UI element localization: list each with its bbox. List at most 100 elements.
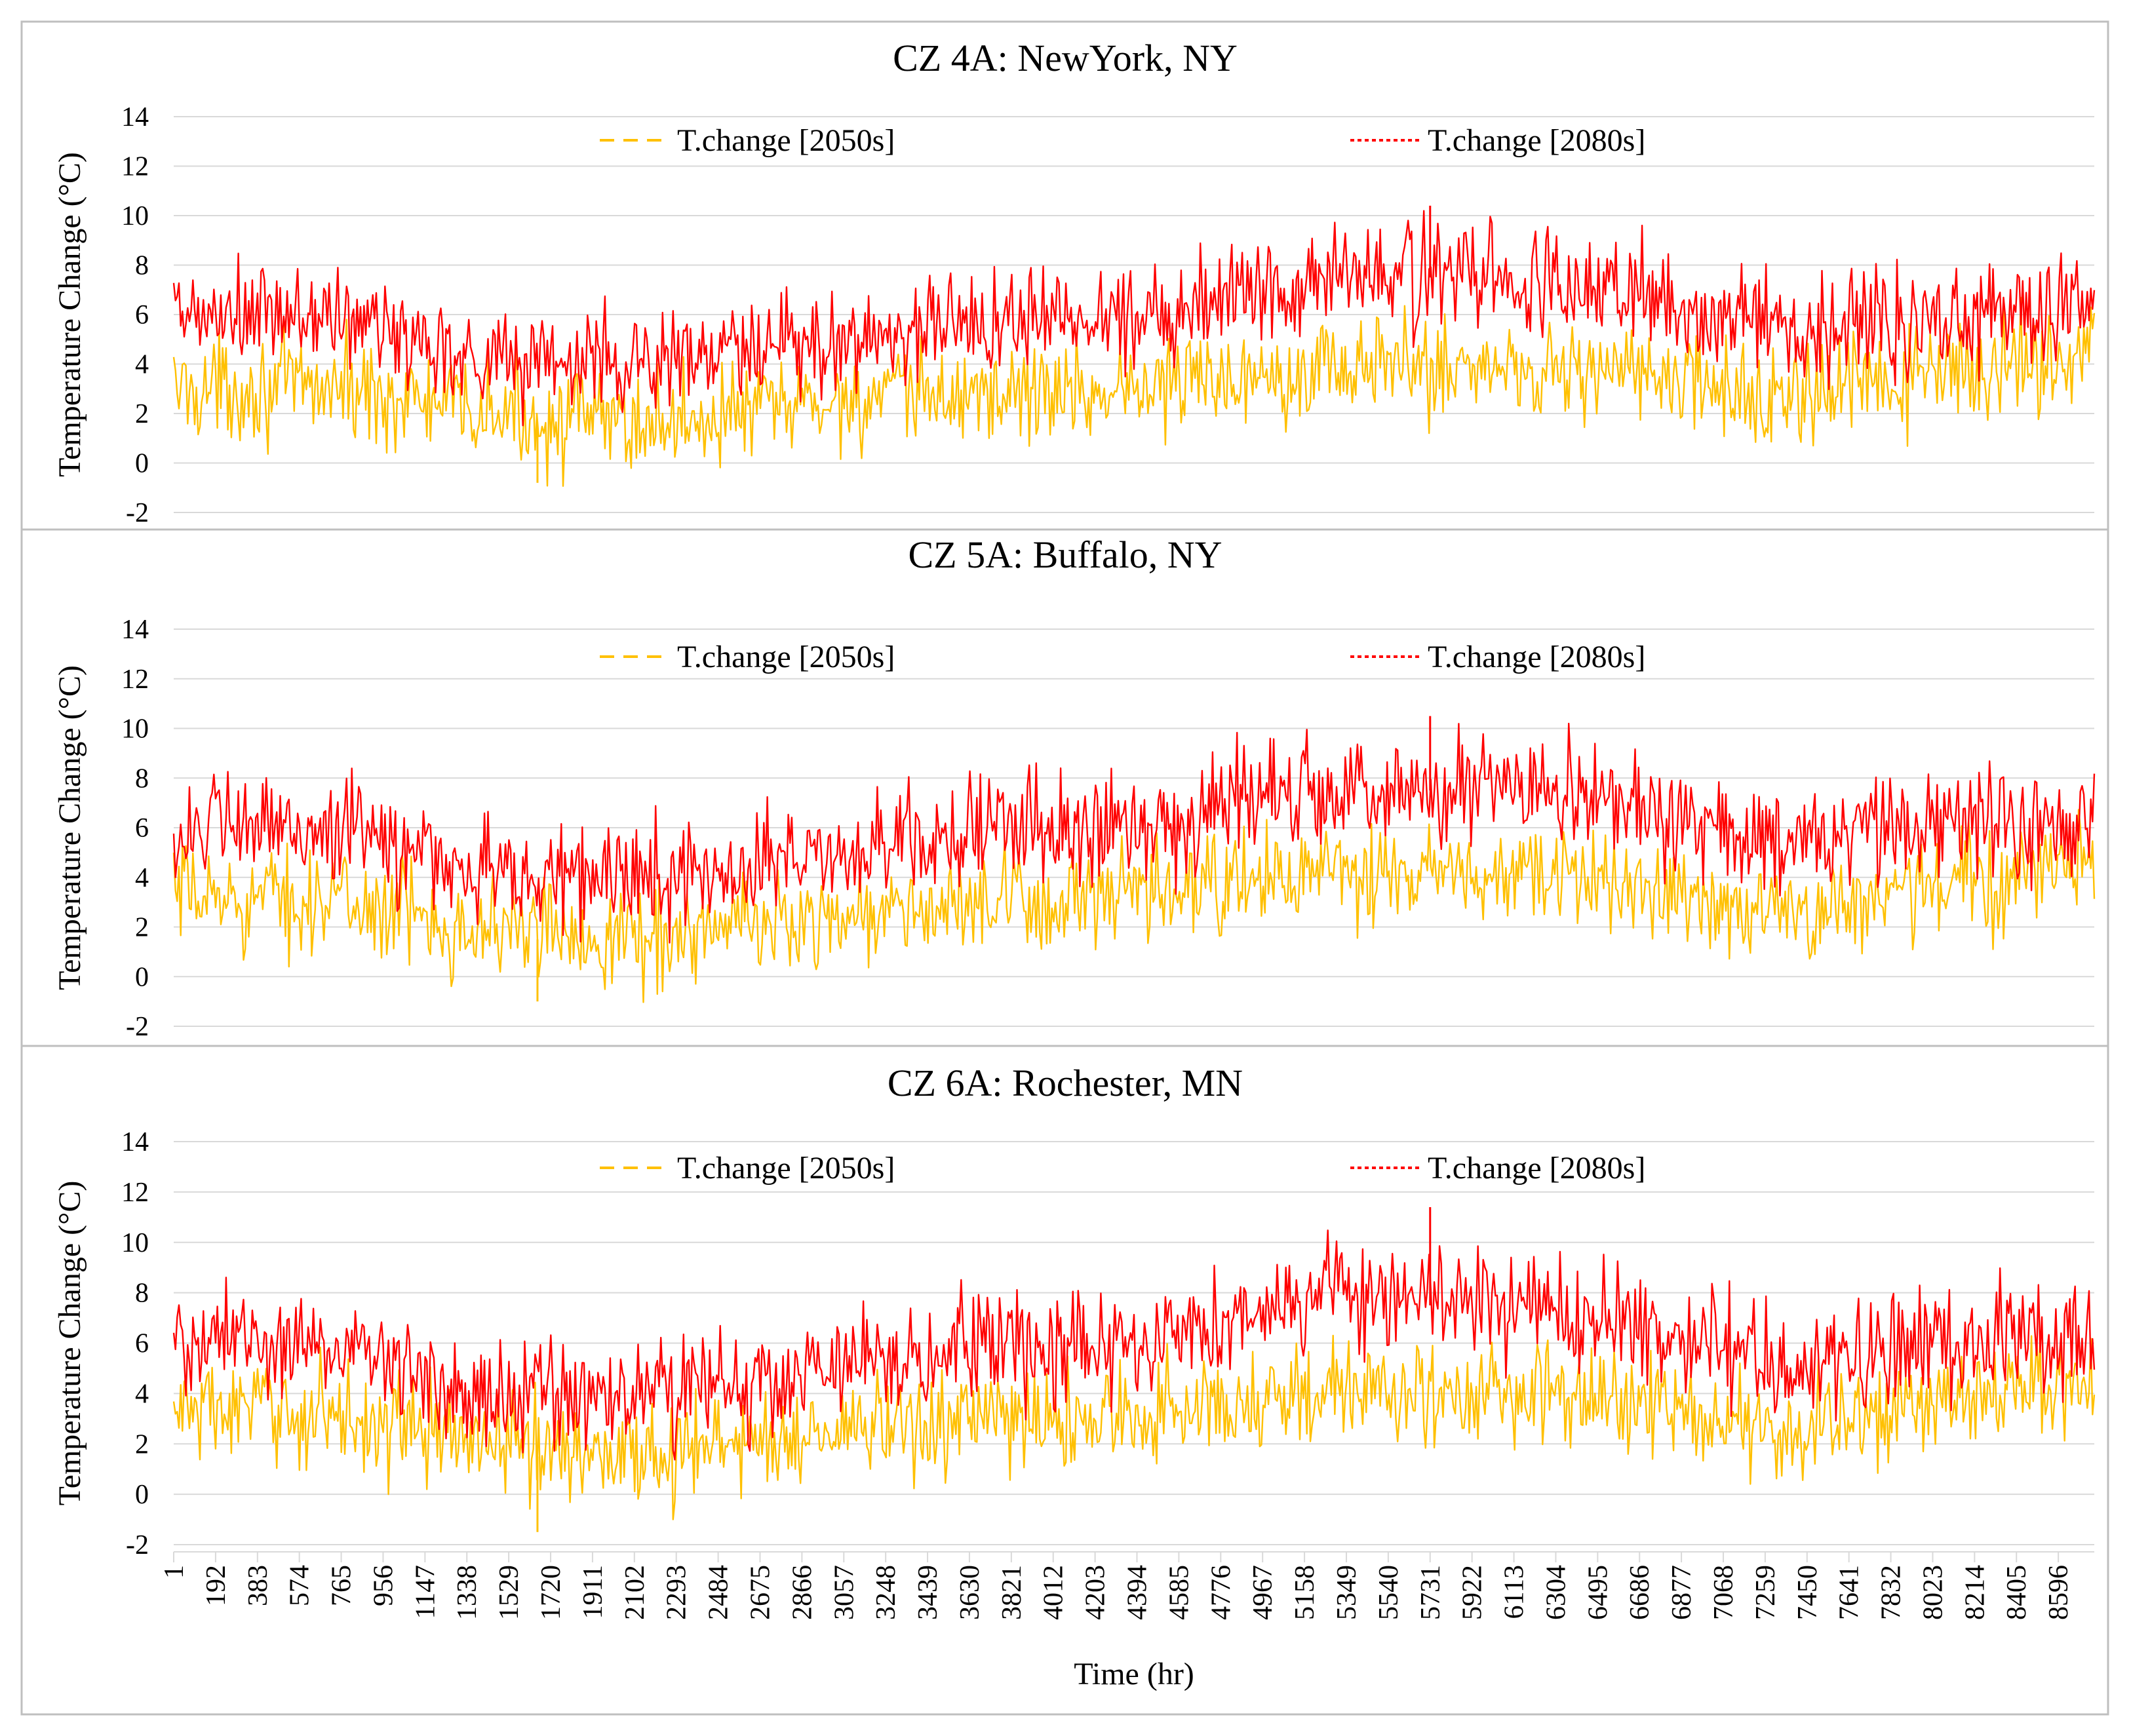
x-tick-label: 192 [201, 1565, 231, 1606]
x-tick-label: 4203 [1081, 1565, 1111, 1620]
x-tick-label: 7832 [1877, 1565, 1907, 1620]
x-tick-label: 6686 [1625, 1565, 1655, 1620]
x-tick-label: 4012 [1039, 1565, 1069, 1620]
legend-2080s-label: T.change [2080s] [1428, 123, 1645, 158]
series-2050s-line [172, 1334, 2096, 1520]
legend: T.change [2050s] T.change [2080s] [600, 123, 1645, 158]
x-tick-label: 1338 [452, 1565, 482, 1620]
y-tick-label: 6 [135, 813, 149, 843]
x-tick-label: 3439 [913, 1565, 943, 1620]
x-tick-label: 1147 [410, 1565, 440, 1619]
legend: T.change [2050s] T.change [2080s] [600, 1151, 1645, 1186]
x-tick-label: 1720 [536, 1565, 566, 1620]
x-tick-label: 956 [368, 1565, 399, 1606]
x-tick-label: 1 [159, 1565, 189, 1579]
x-tick-label: 383 [243, 1565, 273, 1606]
figure-frame [20, 20, 2109, 1716]
legend-2050s-label: T.change [2050s] [677, 123, 895, 158]
y-axis-label: Temperature Change (°C) [52, 152, 87, 477]
y-tick-label: -2 [126, 1530, 149, 1560]
x-tick-label: 5158 [1290, 1565, 1320, 1620]
panel-newyork: CZ 4A: NewYork, NY -2 0 2 4 6 8 10 12 14 Temperatu… [52, 37, 2096, 528]
y-tick-label: 0 [135, 1480, 149, 1510]
x-tick-label: 3248 [871, 1565, 901, 1620]
y-tick-label: 2 [135, 399, 149, 429]
y-tick-label: 4 [135, 863, 149, 893]
x-tick-label: 4967 [1248, 1565, 1278, 1620]
legend-2050s-label: T.change [2050s] [677, 1151, 895, 1186]
x-tick-label: 574 [285, 1565, 315, 1606]
y-axis-label: Temperature Change (°C) [52, 665, 87, 990]
x-tick-label: 8214 [1960, 1565, 1990, 1620]
series-2080s-line [172, 210, 2096, 427]
y-tick-label: 0 [135, 962, 149, 992]
chart-title: CZ 5A: Buffalo, NY [908, 533, 1222, 576]
y-tick-label: 10 [121, 714, 149, 744]
x-tick-label: 7641 [1835, 1565, 1865, 1620]
x-tick-label: 8023 [1918, 1565, 1948, 1620]
x-tick-label: 4394 [1123, 1565, 1153, 1620]
y-tick-label: 12 [121, 1178, 149, 1208]
y-tick-label: 6 [135, 1329, 149, 1359]
chart-title: CZ 6A: Rochester, MN [888, 1062, 1243, 1104]
legend-2080s-label: T.change [2080s] [1428, 1151, 1645, 1186]
x-tick-label: 6304 [1541, 1565, 1571, 1620]
x-tick-label: 2484 [704, 1565, 734, 1620]
y-tick-label: 2 [135, 913, 149, 943]
x-tick-label: 5922 [1458, 1565, 1488, 1620]
y-tick-label: 10 [121, 201, 149, 231]
x-tick-label: 3821 [997, 1565, 1027, 1620]
y-tick-label: -2 [126, 1012, 149, 1042]
chart-title: CZ 4A: NewYork, NY [893, 37, 1238, 79]
x-tick-label: 5731 [1416, 1565, 1446, 1620]
legend: T.change [2050s] T.change [2080s] [600, 640, 1645, 674]
y-tick-label: 0 [135, 449, 149, 479]
y-tick-label: 6 [135, 300, 149, 330]
x-tick-label: 8405 [2002, 1565, 2032, 1620]
x-tick-label: 8596 [2044, 1565, 2074, 1620]
x-tick-label: 6877 [1667, 1565, 1697, 1620]
x-tick-label: 1911 [578, 1565, 608, 1619]
y-tick-label: -2 [126, 498, 149, 528]
legend-2050s-label: T.change [2050s] [677, 640, 895, 674]
y-tick-label: 8 [135, 1279, 149, 1309]
x-tick-label: 2675 [745, 1565, 775, 1620]
y-tick-label: 12 [121, 665, 149, 695]
y-tick-label: 8 [135, 763, 149, 794]
series-2080s-line [172, 1229, 2096, 1461]
panel-rochester: CZ 6A: Rochester, MN -2 0 2 4 6 8 10 12 14 Tempera… [52, 1062, 2096, 1560]
x-tick-label: 2293 [662, 1565, 692, 1620]
x-tick-label: 6113 [1500, 1565, 1530, 1619]
x-tick-label: 6495 [1583, 1565, 1613, 1620]
panel-buffalo: CZ 5A: Buffalo, NY -2 0 2 4 6 8 10 12 14 Temperatu… [52, 533, 2096, 1042]
x-tick-label: 765 [327, 1565, 357, 1606]
y-tick-label: 14 [121, 615, 149, 645]
y-tick-label: 4 [135, 1379, 149, 1409]
y-tick-label: 2 [135, 1429, 149, 1459]
x-tick-label: 7068 [1709, 1565, 1739, 1620]
x-tick-label: 5540 [1374, 1565, 1404, 1620]
x-tick-label: 4776 [1206, 1565, 1236, 1620]
x-tick-label: 2866 [787, 1565, 817, 1620]
x-axis: 1 192 383 574 765 956 1147 1338 1529 1720 1911 2102… [159, 1551, 2094, 1620]
y-tick-label: 8 [135, 251, 149, 281]
x-tick-label: 3057 [829, 1565, 859, 1620]
x-tick-label: 7450 [1793, 1565, 1823, 1620]
y-tick-label: 10 [121, 1228, 149, 1258]
series-2050s-line [172, 297, 2096, 487]
y-tick-label: 12 [121, 152, 149, 182]
y-axis-label: Temperature Change (°C) [52, 1181, 87, 1506]
y-tick-label: 14 [121, 102, 149, 132]
x-axis-label: Time (hr) [1074, 1657, 1194, 1691]
y-tick-label: 14 [121, 1127, 149, 1157]
x-tick-label: 4585 [1164, 1565, 1194, 1620]
y-tick-label: 4 [135, 350, 149, 380]
legend-2080s-label: T.change [2080s] [1428, 640, 1645, 674]
x-tick-label: 5349 [1332, 1565, 1362, 1620]
x-tick-label: 3630 [955, 1565, 985, 1620]
x-tick-label: 2102 [620, 1565, 650, 1620]
x-tick-label: 7259 [1751, 1565, 1781, 1620]
x-tick-label: 1529 [494, 1565, 524, 1620]
